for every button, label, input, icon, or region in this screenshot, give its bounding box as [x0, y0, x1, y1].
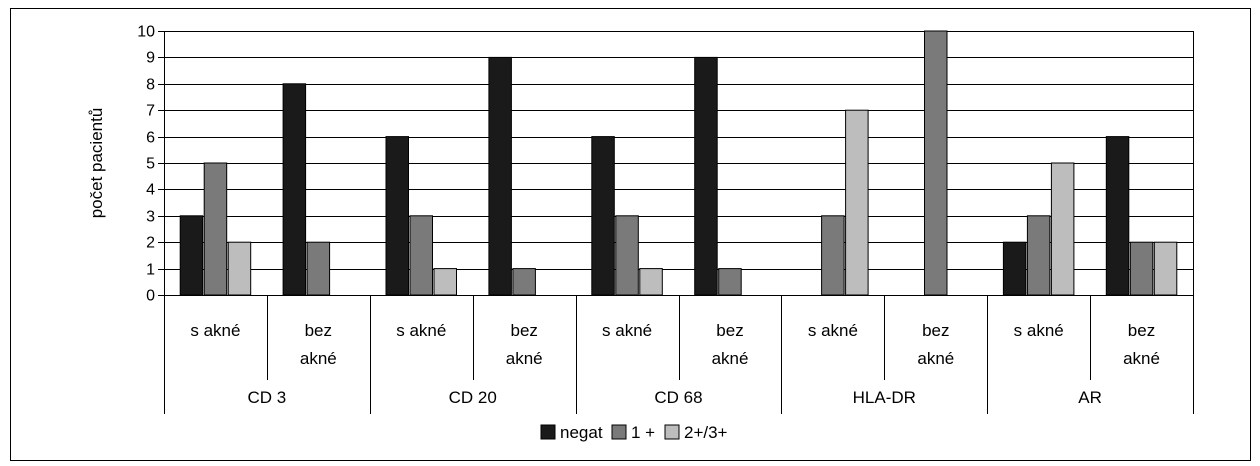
subcategory-label: bez [305, 321, 332, 340]
category-label: CD 20 [449, 388, 497, 407]
y-tick-labels: 0 1 2 3 4 5 6 7 8 9 10 [137, 24, 155, 305]
y-tick-label: 5 [146, 156, 155, 173]
bars [179, 30, 1178, 296]
bar-negat [591, 136, 615, 296]
legend-swatch [540, 424, 556, 440]
category-label: CD 68 [654, 388, 702, 407]
bar-1- [718, 268, 742, 296]
y-tick-label: 1 [146, 262, 155, 279]
legend-label: 2+/3+ [684, 423, 728, 442]
y-axis-title: počet pacientů [87, 108, 106, 219]
y-tick-label: 8 [146, 77, 155, 94]
category-label: HLA-DR [853, 388, 916, 407]
bar-1- [615, 215, 639, 296]
bar-2-3- [227, 241, 252, 296]
y-tick-label: 10 [137, 24, 155, 41]
y-tick-label: 6 [146, 130, 155, 147]
bar-negat [179, 215, 204, 296]
legend-label: negat [560, 423, 603, 442]
bar-negat [1002, 241, 1027, 296]
bar-1- [821, 215, 845, 296]
category-label: AR [1078, 388, 1102, 407]
y-tick-label: 7 [146, 103, 155, 120]
y-tick-label: 2 [146, 235, 155, 252]
bar-negat [694, 56, 718, 296]
subcategory-label: bez [1128, 321, 1155, 340]
bar-2-3- [1050, 162, 1075, 296]
bar-1- [1129, 241, 1154, 296]
bar-1- [203, 162, 228, 296]
bar-negat [385, 136, 409, 296]
subcategory-label: bez [922, 321, 949, 340]
bar-1- [924, 30, 948, 296]
bar-2-3- [639, 268, 663, 296]
bar-1- [512, 268, 536, 296]
legend-label: 1 + [631, 423, 655, 442]
subcategory-label: bez [716, 321, 743, 340]
bar-negat [488, 56, 512, 296]
subcategory-label: akné [506, 349, 543, 368]
bar-2-3- [845, 109, 869, 296]
subcategory-label: s akné [602, 321, 652, 340]
category-label: CD 3 [248, 388, 287, 407]
subcategory-label: bez [510, 321, 537, 340]
subcategory-label: s akné [1014, 321, 1064, 340]
subcategory-label: akné [300, 349, 337, 368]
bar-negat [282, 83, 307, 296]
y-tick-label: 4 [146, 182, 155, 199]
subcategory-label: s akné [808, 321, 858, 340]
subcategory-label: akné [917, 349, 954, 368]
legend-swatch [664, 424, 680, 440]
legend: negat 1 + 2+/3+ [540, 423, 728, 442]
bar-1- [306, 241, 331, 296]
subcategory-label: s akné [190, 321, 240, 340]
bar-1- [409, 215, 433, 296]
bar-2-3- [433, 268, 457, 296]
subcategory-label: akné [1123, 349, 1160, 368]
axes [158, 31, 1194, 414]
legend-swatch [611, 424, 627, 440]
subcategory-label: s akné [396, 321, 446, 340]
bar-1- [1026, 215, 1051, 296]
bar-2-3- [1153, 241, 1178, 296]
y-tick-label: 3 [146, 209, 155, 226]
category-axis: s akné bez akné CD 3 s akné bez akné CD 20 s akn… [190, 321, 1160, 407]
subcategory-label: akné [712, 349, 749, 368]
bar-negat [1105, 136, 1130, 296]
y-tick-label: 0 [146, 288, 155, 305]
y-tick-label: 9 [146, 50, 155, 67]
